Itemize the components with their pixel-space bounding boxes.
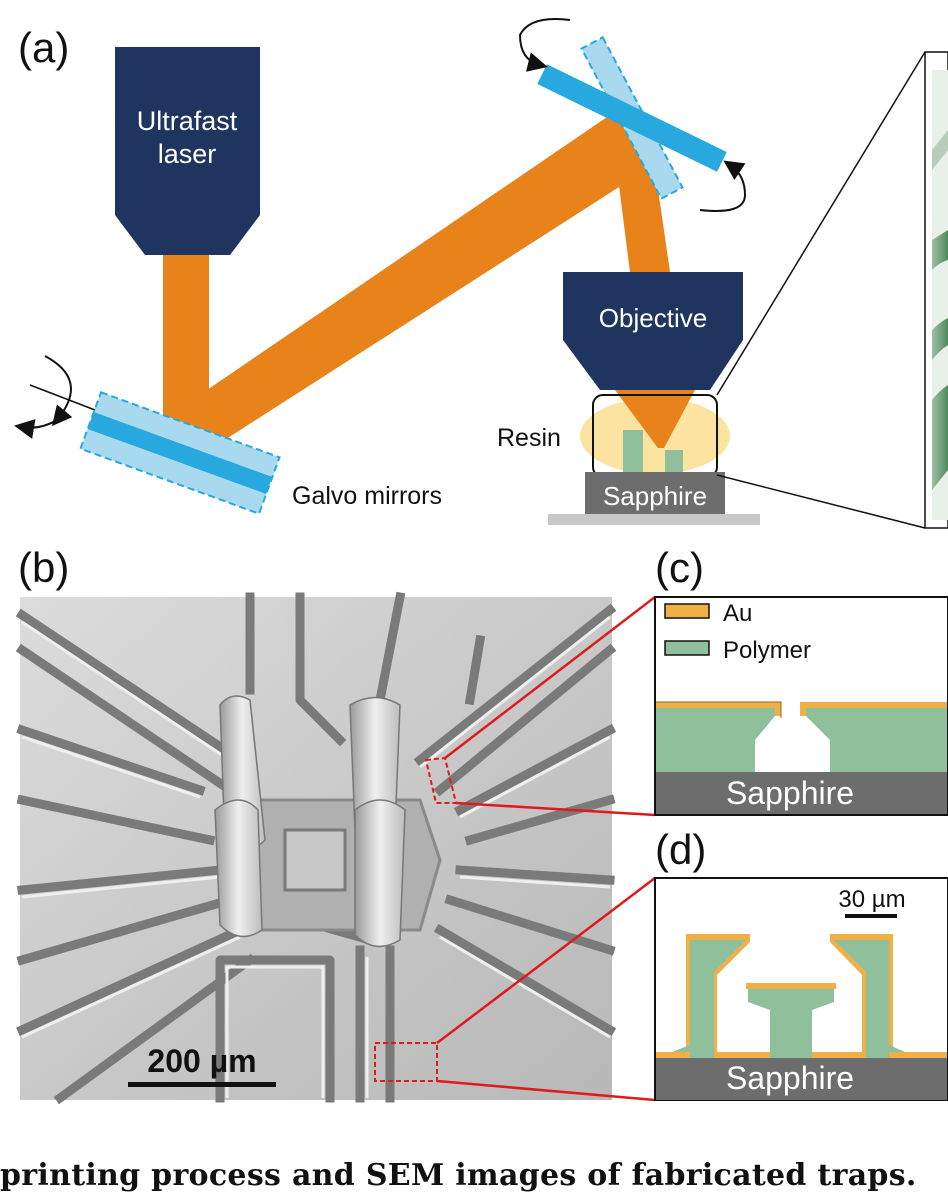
legend-swatch-au — [664, 603, 710, 619]
cross-section-c: Sapphire — [656, 701, 947, 814]
callout-line-d-bottom — [436, 1079, 656, 1102]
panel-d: (d) 30 µm Sapphire — [654, 826, 948, 1101]
callout-line-d-top — [436, 877, 656, 1044]
scale-bar-label-b: 200 µm — [147, 1043, 256, 1079]
panel-a-label: (a) — [18, 24, 69, 71]
galvo-rotation-arrow-left — [14, 355, 96, 439]
sem-pillars — [214, 695, 406, 948]
sapphire-label-c: Sapphire — [726, 775, 854, 811]
focused-beam-tip — [615, 390, 695, 448]
galvo-mirrors-label: Galvo mirrors — [292, 482, 442, 510]
sapphire-substrate — [585, 472, 725, 514]
sapphire-label-a: Sapphire — [603, 481, 707, 511]
sapphire-label-d: Sapphire — [726, 1060, 854, 1096]
zoom-line-top — [716, 51, 926, 396]
legend-label-au: Au — [723, 600, 752, 627]
callout-line-c-bottom — [455, 801, 656, 817]
panel-b-label: (b) — [18, 544, 69, 591]
galvo-rotation-arrows-top — [518, 18, 747, 212]
scale-bar-d — [845, 914, 897, 918]
scale-bar-label-d: 30 µm — [838, 886, 905, 913]
printed-structures — [623, 430, 683, 472]
galvo-mirror-top — [537, 35, 727, 201]
objective-label: Objective — [599, 303, 707, 333]
sem-image: 200 µm — [15, 591, 617, 1105]
callout-line-c-top — [444, 596, 656, 759]
panel-c-label: (c) — [655, 544, 704, 591]
legend-swatch-polymer — [664, 640, 710, 656]
figure-caption: printing process and SEM images of fabri… — [0, 1158, 917, 1193]
objective-lens: Objective — [563, 272, 743, 390]
callout-box-d — [374, 1042, 438, 1082]
laser-label-line1: Ultrafast — [137, 106, 238, 136]
panel-d-label: (d) — [655, 826, 706, 873]
resin-label: Resin — [497, 424, 561, 452]
zoom-line-bottom — [716, 474, 926, 529]
cross-section-d: Sapphire — [656, 934, 947, 1100]
panel-a: (a) Ultrafast laser Galvo mirrors — [14, 18, 948, 529]
scale-bar-b — [128, 1082, 276, 1087]
legend-label-polymer: Polymer — [723, 637, 811, 664]
ultrafast-laser: Ultrafast laser — [115, 47, 260, 255]
legend: Au Polymer — [664, 600, 811, 664]
zoom-inset-image — [924, 51, 948, 529]
panel-b: (b) — [15, 544, 656, 1105]
panel-c: (c) Au Polymer Sapphire — [654, 544, 948, 816]
stage-plate — [548, 514, 760, 525]
laser-label-line2: laser — [158, 139, 217, 169]
